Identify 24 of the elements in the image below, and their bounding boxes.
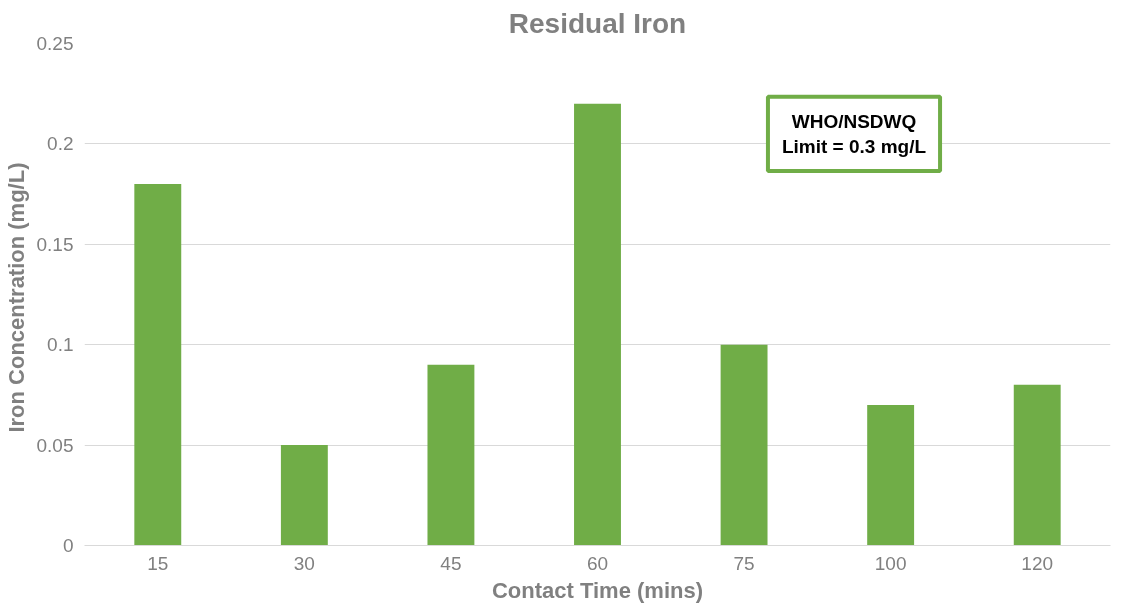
bar — [1013, 384, 1061, 546]
bar — [867, 404, 915, 546]
bar — [134, 184, 182, 546]
bar — [574, 103, 621, 546]
bar — [427, 364, 475, 546]
bar — [280, 445, 328, 546]
x-tick-label: 45 — [440, 552, 462, 574]
x-tick-label: 100 — [874, 552, 907, 574]
y-tick-label: 0.05 — [36, 434, 74, 456]
y-tick-label: 0.15 — [36, 233, 74, 255]
x-tick-label: 15 — [147, 552, 169, 574]
x-tick-label: 120 — [1021, 552, 1054, 574]
x-tick-label: 60 — [586, 552, 609, 574]
bar — [720, 344, 768, 546]
annotation: WHO/NSDWQ Limit = 0.3 mg/L — [781, 110, 927, 157]
y-tick-label: 0 — [62, 535, 74, 556]
y-tick-label: 0.2 — [47, 133, 74, 155]
y-tick-label: 0.25 — [36, 33, 74, 54]
x-axis-title: Contact Time (mins) — [491, 577, 704, 603]
x-tick-label: 30 — [293, 552, 315, 574]
y-tick-label: 0.1 — [47, 334, 74, 356]
x-tick-label: 75 — [733, 552, 755, 574]
y-axis-title: Iron Concentration (mg/L) — [3, 162, 29, 433]
chart-title: Residual Iron — [508, 7, 687, 39]
